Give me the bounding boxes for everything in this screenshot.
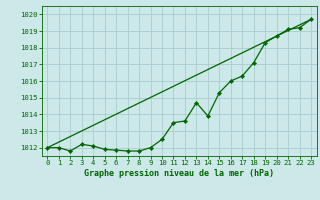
- X-axis label: Graphe pression niveau de la mer (hPa): Graphe pression niveau de la mer (hPa): [84, 169, 274, 178]
